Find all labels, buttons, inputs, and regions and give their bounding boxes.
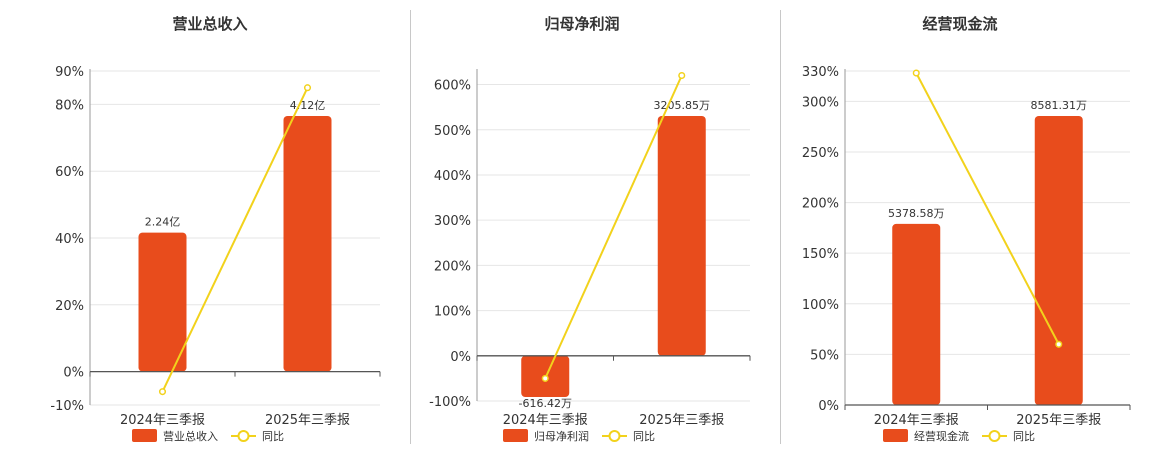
- yoy-point: [678, 71, 686, 80]
- yoy-point: [303, 84, 312, 92]
- legend-bar-label: 归母净利润: [534, 429, 589, 443]
- y-tick-label: 200%: [802, 197, 839, 212]
- bar: [1034, 116, 1083, 405]
- legend-bar-swatch: [883, 429, 908, 442]
- bar: [138, 232, 187, 372]
- yoy-point: [1055, 340, 1063, 348]
- yoy-point: [158, 388, 167, 396]
- y-tick-label: 100%: [802, 298, 839, 313]
- x-category-label: 2025年三季报: [639, 413, 724, 428]
- x-category-label: 2024年三季报: [120, 413, 205, 428]
- y-tick-label: 600%: [434, 79, 471, 94]
- legend-bar-swatch: [132, 429, 157, 442]
- y-tick-label: 0%: [818, 399, 839, 414]
- x-category-label: 2024年三季报: [503, 413, 588, 428]
- y-tick-label: 150%: [802, 247, 839, 262]
- y-tick-label: 20%: [55, 299, 84, 314]
- y-tick-label: 100%: [434, 305, 471, 320]
- y-tick-label: 80%: [55, 98, 84, 113]
- bar-data-label: 8581.31万: [1031, 99, 1088, 112]
- yoy-line: [544, 75, 683, 379]
- legend-line-marker: [608, 430, 621, 442]
- bar-data-label: 4.12亿: [290, 99, 326, 112]
- y-tick-label: -10%: [50, 399, 84, 414]
- bar-data-label: 2.24亿: [145, 216, 181, 229]
- legend: 营业总收入 同比: [132, 429, 284, 443]
- y-tick-label: 60%: [55, 165, 84, 180]
- chart-panel-revenue: 营业总收入 -10% 0% 20% 40% 60% 80% 90% 2.24亿 4.12亿 2024…: [0, 0, 410, 450]
- legend-bar-label: 营业总收入: [163, 429, 218, 443]
- y-tick-label: 40%: [55, 232, 84, 247]
- x-category-label: 2024年三季报: [874, 413, 959, 428]
- legend-line-label: 同比: [1013, 430, 1035, 443]
- x-category-label: 2025年三季报: [265, 413, 350, 428]
- chart-title: 营业总收入: [172, 15, 247, 33]
- y-tick-label: 400%: [434, 169, 471, 184]
- legend-line-marker: [237, 430, 250, 442]
- yoy-point: [541, 374, 549, 382]
- bar: [657, 116, 706, 356]
- y-tick-label: -100%: [429, 395, 471, 410]
- yoy-line: [915, 72, 1060, 345]
- yoy-point: [912, 69, 920, 77]
- panel-divider: [780, 10, 781, 444]
- x-category-label: 2025年三季报: [1016, 413, 1101, 428]
- legend-line-label: 同比: [262, 430, 284, 443]
- legend-line-marker: [988, 430, 1001, 442]
- panel-divider: [410, 10, 411, 444]
- legend-line-label: 同比: [633, 430, 655, 443]
- bar-data-label: -616.42万: [519, 397, 572, 410]
- bar: [283, 116, 332, 372]
- y-tick-label: 300%: [434, 214, 471, 229]
- chart-title: 经营现金流: [922, 15, 997, 33]
- chart-panel-net-profit: 归母净利润 -100% 0% 100% 200% 300% 400% 500% 600% -616…: [429, 15, 751, 443]
- bar-data-label: 5378.58万: [888, 207, 945, 220]
- y-tick-label: 0%: [63, 366, 84, 381]
- legend: 归母净利润 同比: [503, 429, 655, 443]
- y-tick-label: 0%: [450, 350, 471, 365]
- y-tick-label: 300%: [802, 95, 839, 110]
- bar: [892, 223, 941, 405]
- legend-bar-swatch: [503, 429, 528, 442]
- y-tick-label: 90%: [55, 65, 84, 80]
- chart-title: 归母净利润: [544, 15, 619, 33]
- y-tick-label: 50%: [810, 348, 839, 363]
- y-tick-label: 330%: [802, 65, 839, 80]
- legend: 经营现金流 同比: [883, 429, 1035, 443]
- yoy-line: [161, 87, 309, 393]
- y-tick-label: 500%: [434, 124, 471, 139]
- y-tick-label: 250%: [802, 146, 839, 161]
- legend-bar-label: 经营现金流: [914, 429, 969, 443]
- y-tick-label: 200%: [434, 259, 471, 274]
